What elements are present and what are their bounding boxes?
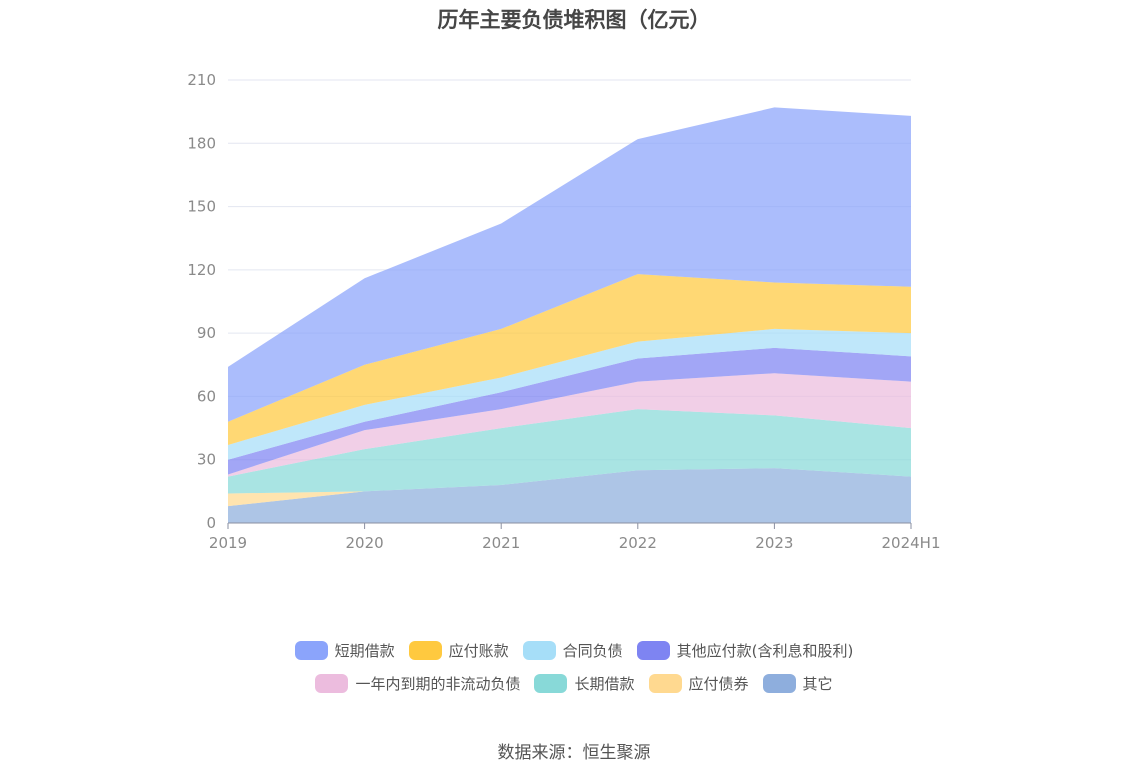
y-tick-label: 0	[206, 514, 216, 532]
y-tick-label: 120	[187, 261, 216, 279]
legend-item[interactable]: 合同负债	[522, 640, 623, 661]
y-tick-label: 210	[187, 71, 216, 89]
legend-swatch	[534, 674, 568, 693]
chart-title: 历年主要负债堆积图（亿元）	[437, 8, 711, 32]
y-tick-label: 90	[197, 324, 216, 342]
axes: 0 30 60 90 120 150 180 210 2019 2020 2021 2022 2023 2…	[187, 71, 940, 552]
legend-row-2: 一年内到期的非流动负债 长期借款 应付债券 其它	[0, 673, 1148, 694]
area-series-3	[228, 373, 911, 477]
legend-swatch	[522, 641, 556, 660]
y-tick-label: 150	[187, 198, 216, 216]
legend-swatch	[636, 641, 670, 660]
legend-label: 长期借款	[574, 675, 635, 693]
y-tick-label: 180	[187, 134, 216, 152]
legend-label: 一年内到期的非流动负债	[355, 675, 521, 693]
legend-label: 合同负债	[562, 642, 623, 660]
legend-swatch	[315, 674, 349, 693]
legend-item[interactable]: 长期借款	[534, 673, 635, 694]
area-series-2	[228, 409, 911, 494]
x-tick-label: 2023	[755, 534, 793, 552]
legend-item[interactable]: 其它	[762, 673, 833, 694]
area-series-6	[228, 274, 911, 445]
legend-item[interactable]: 短期借款	[294, 640, 395, 661]
area-series-7	[228, 107, 911, 422]
legend-label: 其他应付款(含利息和股利)	[676, 642, 854, 660]
area-series-4	[228, 347, 911, 475]
legend-row-1: 短期借款 应付账款 合同负债 其他应付款(含利息和股利)	[0, 640, 1148, 661]
source-note: 数据来源：恒生聚源	[497, 743, 651, 763]
legend-label: 其它	[802, 675, 833, 693]
legend-item[interactable]: 其他应付款(含利息和股利)	[636, 640, 854, 661]
legend-swatch	[762, 674, 796, 693]
legend-swatch	[648, 674, 682, 693]
legend-label: 短期借款	[334, 642, 395, 660]
y-tick-label: 60	[197, 387, 216, 405]
legend-item[interactable]: 应付债券	[648, 673, 749, 694]
x-tick-label: 2024H1	[882, 534, 941, 552]
area-series-5	[228, 328, 911, 460]
x-tick-label: 2019	[209, 534, 247, 552]
area-series-layer	[228, 107, 911, 523]
legend-swatch	[408, 641, 442, 660]
legend-label: 应付账款	[448, 642, 509, 660]
x-tick-label: 2022	[619, 534, 657, 552]
legend-item[interactable]: 一年内到期的非流动负债	[315, 673, 520, 694]
y-tick-label: 30	[197, 451, 216, 469]
legend-swatch	[294, 641, 328, 660]
x-tick-label: 2020	[346, 534, 384, 552]
x-tick-label: 2021	[482, 534, 520, 552]
legend-item[interactable]: 应付账款	[408, 640, 509, 661]
area-series-0	[228, 468, 911, 523]
legend-label: 应付债券	[688, 675, 749, 693]
